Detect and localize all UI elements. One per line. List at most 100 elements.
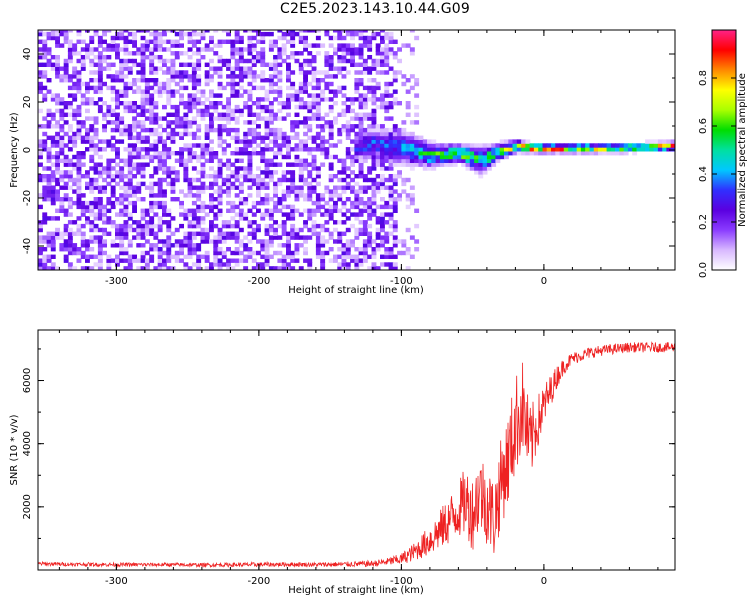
spectrogram-cell: [132, 143, 137, 148]
spectrogram-cell: [50, 235, 56, 240]
spectrogram-cell: [166, 66, 172, 71]
spectrogram-cell: [166, 97, 172, 102]
spectrogram-cell: [243, 170, 249, 175]
spectrogram-cell: [350, 108, 355, 114]
spectrogram-cell: [46, 216, 52, 221]
spectrogram-cell: [384, 47, 390, 52]
spectrogram-cell: [226, 220, 231, 225]
spectrogram-cell: [230, 112, 236, 117]
spectrogram-cell: [144, 93, 150, 98]
spectrogram-cell: [358, 212, 364, 217]
spectrogram-cell: [183, 170, 189, 175]
spectrogram-cell: [132, 124, 137, 129]
spectrogram-cell: [251, 204, 257, 210]
spectrogram-cell: [384, 200, 390, 206]
spectrogram-cell: [123, 266, 129, 270]
spectrogram-cell: [290, 258, 296, 263]
spectrogram-cell: [127, 262, 133, 267]
spectrogram-cell: [341, 262, 347, 267]
spectrogram-cell: [401, 74, 407, 79]
spectrogram-cell: [63, 185, 69, 190]
spectrogram-cell: [127, 200, 133, 206]
spectrogram-cell: [256, 208, 261, 213]
spectrogram-cell: [149, 185, 155, 190]
spectrogram-cell: [478, 162, 484, 167]
spectrogram-cell: [294, 193, 300, 198]
spectrogram-cell: [204, 70, 210, 75]
spectrogram-cell: [354, 258, 360, 263]
spectrogram-cell: [149, 143, 155, 148]
spectrogram-cell: [286, 112, 291, 117]
spectrogram-cell: [209, 239, 214, 244]
spectrogram-cell: [268, 43, 274, 48]
spectrogram-cell: [298, 212, 304, 217]
spectrogram-cell: [290, 250, 296, 256]
spectrogram-cell: [311, 139, 317, 144]
spectrogram-cell: [89, 139, 95, 144]
spectrogram-cell: [315, 250, 321, 256]
spectrogram-cell: [268, 78, 274, 83]
spectrogram-cell: [264, 89, 270, 94]
spectrogram-cell: [350, 127, 355, 133]
spectrogram-cell: [380, 131, 385, 137]
spectrogram-cell: [375, 158, 381, 163]
spectrogram-cell: [337, 235, 343, 240]
spectrogram-cell: [200, 227, 206, 233]
spectrogram-cell: [328, 89, 334, 94]
spectrogram-cell: [375, 104, 381, 110]
spectrogram-cell: [354, 78, 360, 83]
spectrogram-cell: [72, 81, 78, 87]
spectrogram-cell: [136, 135, 142, 140]
spectrogram-cell: [38, 154, 43, 160]
spectrogram-cell: [234, 220, 240, 225]
spectrogram-cell: [93, 166, 99, 171]
spectrogram-cell: [72, 231, 78, 236]
spectrogram-cell: [448, 158, 454, 163]
spectrogram-cell: [315, 131, 321, 137]
spectrogram-cell: [238, 181, 244, 187]
spectrogram-cell: [354, 200, 360, 206]
spectrogram-cell: [238, 55, 244, 60]
spectrogram-cell: [311, 43, 317, 48]
spectrogram-cell: [384, 116, 390, 121]
spectrogram-cell: [380, 254, 385, 259]
spectrogram-cell: [209, 139, 214, 144]
spectrogram-cell: [486, 147, 492, 152]
spectrogram-cell: [286, 177, 291, 183]
spectrogram-cell: [162, 204, 167, 210]
spectrogram-cell: [153, 243, 159, 248]
spectrogram-cell: [221, 239, 227, 244]
spectrogram-cell: [149, 58, 155, 64]
spectrogram-cell: [110, 112, 116, 117]
spectrogram-cell: [63, 78, 69, 83]
spectrogram-cell: [106, 62, 112, 67]
spectrogram-cell: [358, 174, 364, 179]
spectrogram-cell: [80, 47, 86, 52]
spectrogram-cell: [102, 116, 107, 121]
spectrogram-cell: [380, 235, 385, 240]
spectrogram-cell: [264, 127, 270, 133]
spectrogram-cell: [264, 104, 270, 110]
spectrogram-cell: [268, 116, 274, 121]
spectrogram-cell: [209, 151, 214, 156]
spectrogram-cell: [89, 247, 95, 252]
spectrogram-cell: [281, 51, 287, 56]
spectrogram-cell: [414, 35, 420, 41]
spectrogram-cell: [200, 189, 206, 194]
spectrogram-cell: [294, 51, 300, 56]
spectrogram-cell: [358, 127, 364, 133]
spectrogram-cell: [264, 108, 270, 114]
spectrogram-cell: [115, 89, 120, 94]
spectrogram-cell: [401, 239, 407, 244]
spectrogram-cell: [196, 266, 202, 270]
spectrogram-cell: [243, 235, 249, 240]
spectrogram-cell: [80, 193, 86, 198]
spectrogram-cell: [350, 185, 355, 190]
spectrogram-cell: [431, 139, 437, 144]
spectrogram-cell: [63, 66, 69, 71]
spectrogram-cell: [46, 78, 52, 83]
spectrogram-cell: [375, 58, 381, 64]
spectrogram-cell: [392, 78, 398, 83]
spectrogram-cell: [204, 97, 210, 102]
spectrogram-cell: [281, 254, 287, 259]
